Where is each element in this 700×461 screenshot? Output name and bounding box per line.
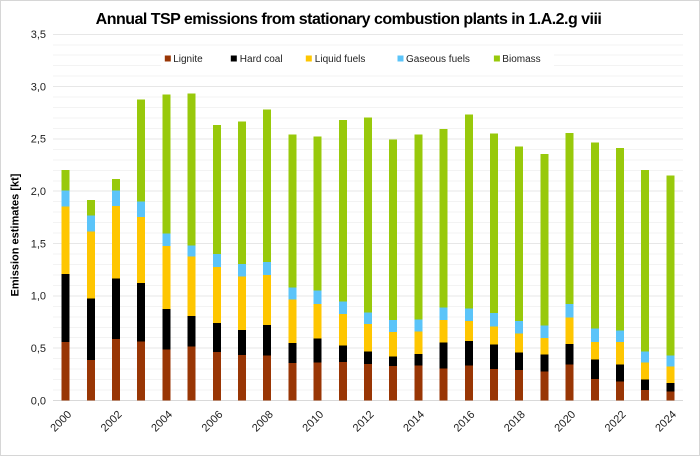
svg-text:Hard coal: Hard coal	[240, 54, 283, 65]
svg-text:1,5: 1,5	[31, 238, 46, 250]
svg-text:0,5: 0,5	[31, 343, 46, 355]
svg-text:3,5: 3,5	[31, 29, 46, 41]
svg-text:Gaseous fuels: Gaseous fuels	[406, 54, 470, 65]
svg-text:3,0: 3,0	[31, 81, 46, 93]
svg-text:Emission estimates [kt]: Emission estimates [kt]	[10, 173, 22, 296]
svg-text:Annual TSP emissions from stat: Annual TSP emissions from stationary com…	[96, 11, 602, 28]
svg-text:1,0: 1,0	[31, 291, 46, 303]
svg-text:Biomass: Biomass	[502, 54, 540, 65]
svg-text:2,0: 2,0	[31, 186, 46, 198]
svg-text:2,5: 2,5	[31, 134, 46, 146]
svg-text:0,0: 0,0	[31, 395, 46, 407]
svg-text:Liquid fuels: Liquid fuels	[315, 54, 366, 65]
svg-text:Lignite: Lignite	[173, 54, 203, 65]
